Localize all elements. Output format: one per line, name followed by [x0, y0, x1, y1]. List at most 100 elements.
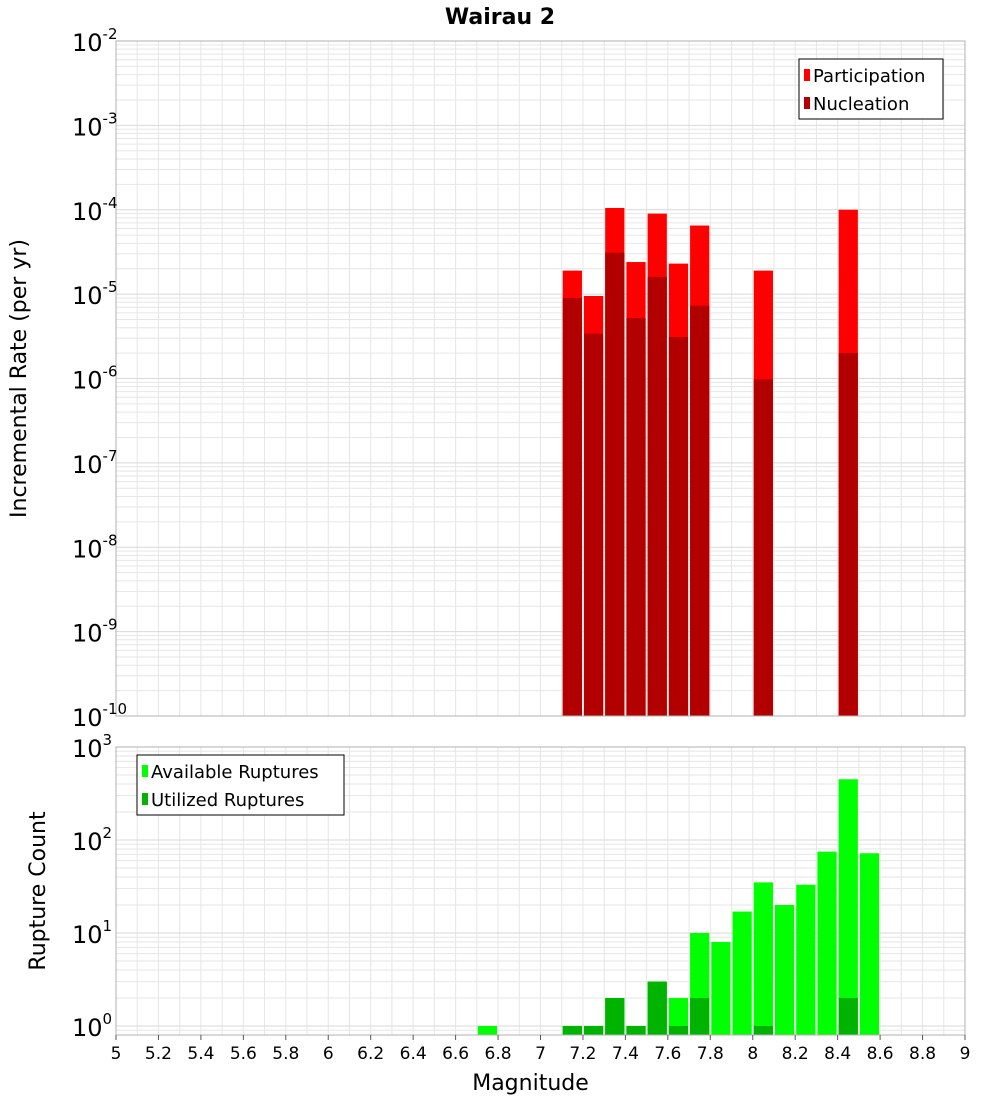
y-tick-exponent: 1 — [103, 917, 113, 935]
y-tick-label: 10-7 — [72, 447, 118, 479]
y-tick-label: 10-10 — [72, 700, 127, 732]
x-tick-label: 6 — [323, 1044, 334, 1064]
y-tick-label: 10-8 — [72, 531, 118, 563]
legend-box — [798, 58, 944, 120]
y-tick-exponent: 3 — [103, 731, 113, 749]
bar — [838, 353, 858, 716]
y-tick-label: 10-3 — [72, 109, 118, 141]
bar — [562, 297, 582, 716]
legend-swatch — [804, 69, 810, 81]
legend-swatch — [142, 793, 148, 805]
y-tick-exponent: 2 — [103, 824, 113, 842]
y-tick-exponent: -2 — [103, 25, 118, 43]
bar — [753, 379, 773, 716]
bar — [817, 851, 837, 1035]
y-tick-base: 10 — [72, 113, 103, 141]
bar — [732, 911, 752, 1035]
x-tick-label: 8.8 — [909, 1044, 936, 1064]
legend: Participation Nucleation — [798, 58, 944, 120]
y-tick-label: 102 — [72, 824, 112, 856]
bar — [583, 1025, 604, 1035]
x-tick-label: 6.6 — [442, 1044, 469, 1064]
y-tick-base: 10 — [72, 367, 103, 395]
y-tick-base: 10 — [72, 451, 103, 479]
x-tick-label: 9 — [960, 1044, 971, 1064]
y-tick-base: 10 — [72, 704, 103, 732]
bar — [753, 1025, 773, 1035]
bar — [690, 997, 710, 1035]
x-tick-label: 8.2 — [782, 1044, 809, 1064]
chart-title: Wairau 2 — [445, 5, 555, 30]
y-axis-label: Incremental Rate (per yr) — [7, 239, 32, 518]
x-tick-label: 6.4 — [400, 1044, 427, 1064]
x-tick-label: 8.6 — [867, 1044, 894, 1064]
legend-swatch — [804, 97, 810, 109]
bar — [711, 942, 731, 1035]
y-axis-label: Rupture Count — [26, 811, 51, 971]
x-tick-label: 6.8 — [485, 1044, 512, 1064]
x-tick-label: 8.4 — [824, 1044, 851, 1064]
grid — [115, 41, 966, 717]
legend-label: Available Ruptures — [151, 762, 319, 783]
y-tick-exponent: -7 — [103, 447, 118, 465]
x-tick-label: 7.6 — [654, 1044, 681, 1064]
y-tick-base: 10 — [72, 828, 103, 856]
series-utilized-ruptures — [562, 981, 858, 1035]
x-tick-label: 7.2 — [569, 1044, 596, 1064]
y-tick-exponent: -3 — [103, 109, 118, 127]
plot-frame — [115, 40, 966, 717]
bar — [626, 318, 646, 716]
y-tick-exponent: -8 — [103, 531, 118, 549]
bar — [859, 853, 880, 1035]
bar — [796, 884, 816, 1035]
x-tick-label: 8 — [747, 1044, 758, 1064]
y-tick-exponent: 0 — [103, 1010, 113, 1028]
bar — [668, 1025, 689, 1035]
bar — [647, 981, 667, 1035]
x-tick-label: 7.8 — [697, 1044, 724, 1064]
y-tick-label: 101 — [72, 917, 112, 949]
bar — [477, 1025, 498, 1035]
bar — [647, 276, 667, 716]
bar — [605, 252, 625, 716]
legend-label: Utilized Ruptures — [151, 790, 304, 811]
bar — [605, 997, 625, 1035]
x-tick-label: 7.4 — [612, 1044, 639, 1064]
x-tick-label: 7 — [535, 1044, 546, 1064]
bar — [690, 305, 710, 716]
x-axis-label: Magnitude — [472, 1071, 589, 1096]
y-tick-base: 10 — [72, 1014, 103, 1042]
y-tick-base: 10 — [72, 620, 103, 648]
legend: Available Ruptures Utilized Ruptures — [136, 754, 345, 816]
legend-box — [136, 754, 345, 816]
bar — [583, 333, 604, 716]
y-tick-label: 100 — [72, 1010, 112, 1042]
legend-label: Nucleation — [813, 94, 909, 115]
y-tick-base: 10 — [72, 921, 103, 949]
y-tick-label: 10-5 — [72, 278, 118, 310]
x-tick-label: 5.4 — [187, 1044, 214, 1064]
x-ticks: 5 5.2 5.4 5.6 5.8 6 6.2 6.4 6.6 6.8 7 7.2 7.4 7.6 7.8 8… — [111, 1035, 971, 1064]
x-tick-label: 5.2 — [145, 1044, 172, 1064]
x-tick-label: 5 — [111, 1044, 122, 1064]
rate-panel: 10-210-310-410-510-610-710-810-910-10Inc… — [7, 25, 966, 732]
bar — [626, 1025, 646, 1035]
bar — [562, 1025, 582, 1035]
y-tick-exponent: -9 — [103, 616, 118, 634]
y-tick-exponent: -4 — [103, 194, 118, 212]
y-tick-base: 10 — [72, 198, 103, 226]
y-ticks: 10-210-310-410-510-610-710-810-910-10 — [72, 25, 127, 732]
y-tick-exponent: -5 — [103, 278, 118, 296]
y-tick-exponent: -6 — [103, 363, 118, 381]
series-nucleation — [562, 252, 858, 716]
y-tick-label: 103 — [72, 731, 112, 763]
x-tick-label: 5.8 — [272, 1044, 299, 1064]
bar — [838, 997, 858, 1035]
y-tick-label: 10-2 — [72, 25, 118, 57]
bar — [753, 882, 773, 1035]
y-tick-base: 10 — [72, 735, 103, 763]
y-tick-base: 10 — [72, 29, 103, 57]
y-tick-label: 10-4 — [72, 194, 118, 226]
